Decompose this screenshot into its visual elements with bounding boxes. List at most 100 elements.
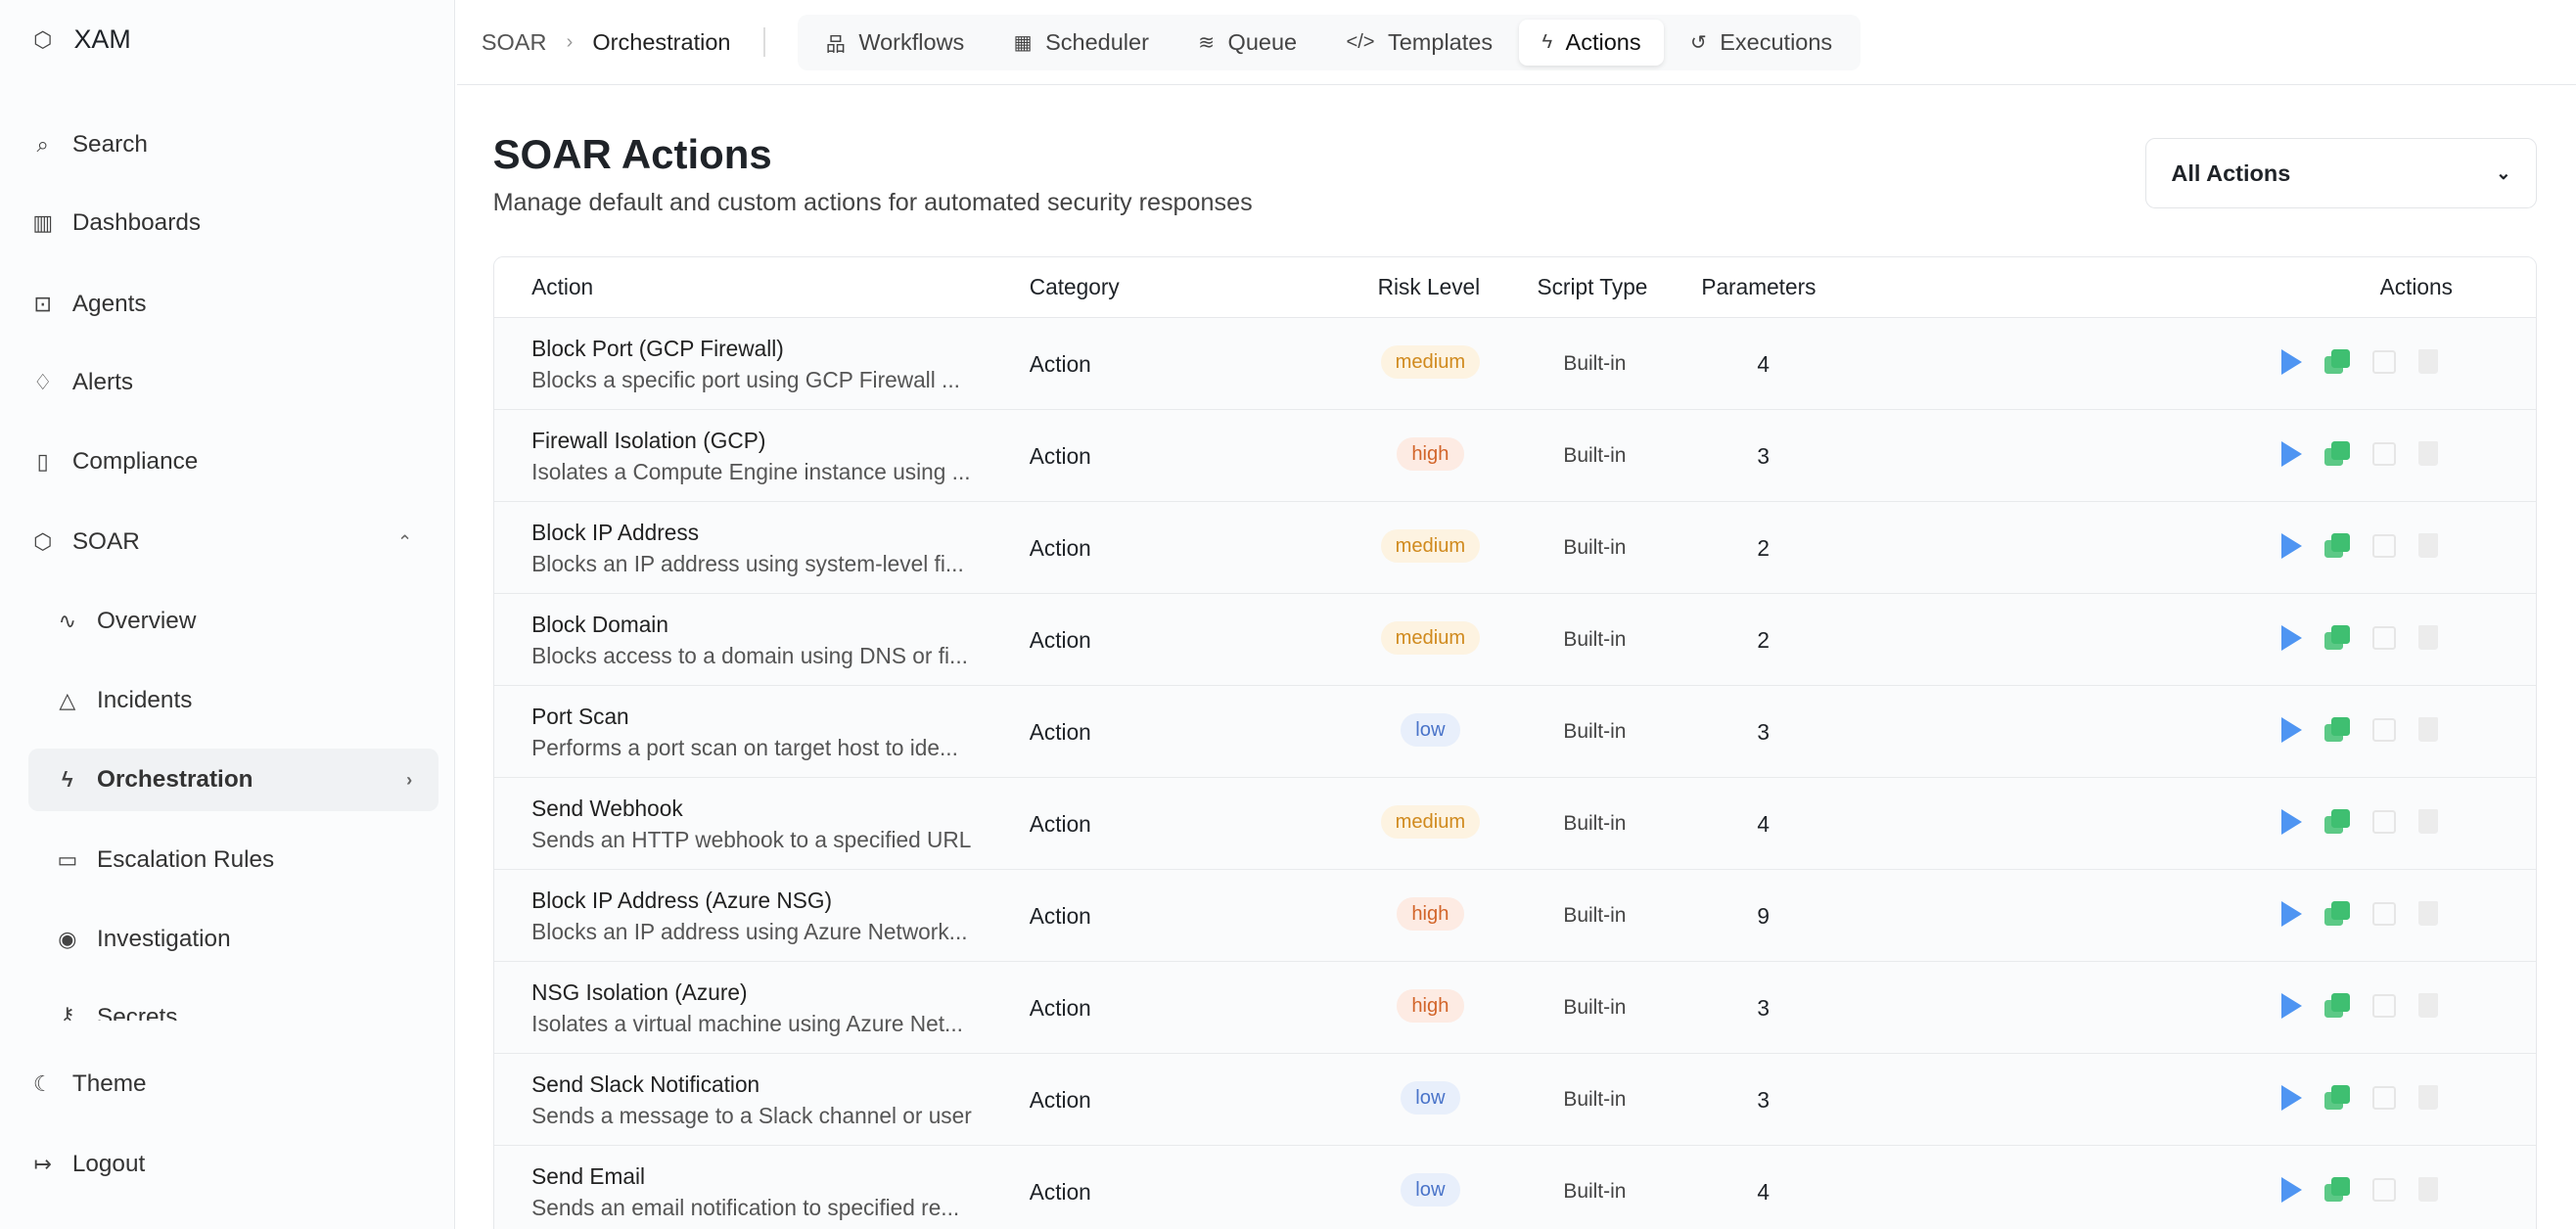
edit-icon[interactable] [2372, 534, 2396, 558]
edit-icon[interactable] [2372, 718, 2396, 742]
play-icon[interactable] [2280, 900, 2302, 927]
breadcrumb-root[interactable]: SOAR [481, 28, 547, 55]
edit-icon[interactable] [2372, 626, 2396, 650]
sidebar-item-dashboards[interactable]: ▥ Dashboards [28, 192, 439, 254]
table-row[interactable]: Block Domain Blocks access to a domain u… [493, 594, 2536, 686]
trash-icon[interactable] [2418, 993, 2439, 1019]
sidebar-item-investigation[interactable]: ◉ Investigation [53, 908, 438, 971]
sidebar-item-search[interactable]: ⌕ Search [28, 114, 439, 176]
sidebar-item-overview[interactable]: ∿ Overview [53, 590, 438, 653]
sidebar-item-alerts[interactable]: ♢ Alerts [28, 351, 439, 414]
table-row[interactable]: Block IP Address Blocks an IP address us… [493, 502, 2536, 594]
table-row[interactable]: NSG Isolation (Azure) Isolates a virtual… [493, 962, 2536, 1054]
action-name[interactable]: Block IP Address (Azure NSG) [531, 888, 832, 914]
play-icon[interactable] [2280, 716, 2302, 743]
sidebar-item-secrets[interactable]: ⚷ Secrets [53, 988, 438, 1021]
theme-button[interactable]: ☾ Theme [28, 1053, 439, 1115]
copy-icon[interactable] [2324, 1177, 2350, 1203]
calendar-icon: ▭ [57, 846, 78, 872]
table-row[interactable]: Send Webhook Sends an HTTP webhook to a … [493, 778, 2536, 870]
tab-templates[interactable]: </> Templates [1323, 20, 1516, 66]
play-icon[interactable] [2280, 348, 2302, 375]
play-icon[interactable] [2280, 624, 2302, 651]
trash-icon[interactable] [2418, 1085, 2439, 1111]
logout-label: Logout [71, 1151, 146, 1178]
trash-icon[interactable] [2418, 717, 2439, 743]
edit-icon[interactable] [2372, 810, 2396, 834]
tab-queue[interactable]: ≋ Queue [1175, 20, 1320, 66]
edit-icon[interactable] [2372, 1178, 2396, 1202]
action-description: Blocks access to a domain using DNS or f… [531, 643, 968, 669]
logout-button[interactable]: ↦ Logout [28, 1133, 439, 1196]
tab-executions[interactable]: ↺ Executions [1667, 20, 1855, 66]
edit-icon[interactable] [2372, 994, 2396, 1018]
copy-icon[interactable] [2324, 625, 2350, 651]
eye-icon: ◉ [58, 927, 77, 952]
chevron-up-icon[interactable]: ⌃ [396, 530, 413, 552]
copy-icon[interactable] [2324, 533, 2350, 559]
trash-icon[interactable] [2418, 533, 2439, 559]
action-category: Action [1029, 718, 1091, 745]
parameter-count: 3 [1757, 1086, 1771, 1113]
copy-icon[interactable] [2324, 993, 2350, 1019]
play-icon[interactable] [2280, 992, 2302, 1019]
sidebar-item-compliance[interactable]: ▯ Compliance [28, 431, 439, 493]
action-name[interactable]: Firewall Isolation (GCP) [531, 428, 766, 454]
copy-icon[interactable] [2324, 717, 2350, 743]
sidebar-item-orchestration[interactable]: ϟ Orchestration › [27, 749, 439, 812]
tab-scheduler[interactable]: ▦ Scheduler [990, 20, 1172, 66]
play-icon[interactable] [2280, 532, 2302, 559]
action-name[interactable]: Send Webhook [531, 796, 683, 822]
sidebar-item-label: Compliance [71, 447, 199, 475]
sidebar-item-label: SOAR [71, 527, 140, 555]
templates-tab-icon: </> [1346, 30, 1375, 53]
table-row[interactable]: Port Scan Performs a port scan on target… [493, 686, 2536, 778]
action-name[interactable]: Block Domain [531, 612, 668, 638]
trash-icon[interactable] [2418, 441, 2439, 467]
brand[interactable]: ⬡ XAM [31, 24, 131, 55]
table-row[interactable]: Firewall Isolation (GCP) Isolates a Comp… [493, 410, 2536, 502]
tab-actions[interactable]: ϟ Actions [1518, 19, 1665, 66]
sidebar-item-escalation-rules[interactable]: ▭ Escalation Rules [53, 829, 438, 891]
table-row[interactable]: Block Port (GCP Firewall) Blocks a speci… [493, 318, 2536, 410]
action-filter-select[interactable]: All Actions ⌄ [2145, 138, 2537, 209]
trash-icon[interactable] [2418, 625, 2439, 651]
script-type: Built-in [1563, 628, 1627, 652]
play-icon[interactable] [2280, 808, 2302, 835]
sidebar-item-soar[interactable]: ⬡ SOAR ⌃ [28, 511, 439, 573]
table-row[interactable]: Send Slack Notification Sends a message … [493, 1054, 2536, 1146]
action-name[interactable]: Send Email [531, 1163, 646, 1190]
script-type: Built-in [1563, 1088, 1627, 1112]
play-icon[interactable] [2280, 1176, 2302, 1203]
trash-icon[interactable] [2418, 809, 2439, 835]
table-row[interactable]: Send Email Sends an email notification t… [494, 1146, 2536, 1229]
script-type: Built-in [1563, 444, 1627, 468]
action-name[interactable]: Send Slack Notification [531, 1071, 760, 1098]
action-name[interactable]: Block IP Address [531, 520, 700, 546]
action-name[interactable]: Port Scan [531, 704, 629, 730]
copy-icon[interactable] [2324, 349, 2350, 375]
edit-icon[interactable] [2372, 902, 2396, 926]
tab-workflows[interactable]: 品 Workflows [803, 20, 988, 66]
play-icon[interactable] [2280, 440, 2302, 467]
risk-badge: high [1397, 989, 1464, 1023]
logout-icon: ↦ [33, 1152, 52, 1177]
trash-icon[interactable] [2418, 901, 2439, 927]
trash-icon[interactable] [2418, 1177, 2439, 1203]
edit-icon[interactable] [2372, 442, 2396, 466]
table-row[interactable]: Block IP Address (Azure NSG) Blocks an I… [493, 870, 2536, 962]
edit-icon[interactable] [2372, 350, 2396, 374]
action-name[interactable]: NSG Isolation (Azure) [531, 979, 748, 1006]
sidebar-item-agents[interactable]: ⊡ Agents [28, 273, 439, 336]
copy-icon[interactable] [2324, 1085, 2350, 1111]
risk-badge: medium [1380, 621, 1481, 655]
copy-icon[interactable] [2324, 441, 2350, 467]
edit-icon[interactable] [2372, 1086, 2396, 1110]
trash-icon[interactable] [2418, 349, 2439, 375]
sidebar-item-incidents[interactable]: △ Incidents [53, 669, 438, 732]
copy-icon[interactable] [2324, 901, 2350, 927]
action-name[interactable]: Block Port (GCP Firewall) [531, 336, 784, 362]
copy-icon[interactable] [2324, 809, 2350, 835]
risk-badge: medium [1380, 529, 1481, 563]
play-icon[interactable] [2280, 1084, 2302, 1111]
